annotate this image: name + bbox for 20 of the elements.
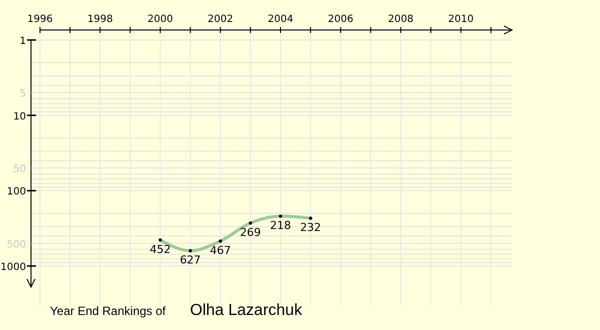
y-tick-label: 10 (13, 111, 26, 122)
x-tick-label: 1998 (87, 14, 113, 25)
data-label: 269 (240, 226, 261, 240)
x-tick-label: 2010 (448, 14, 474, 25)
data-label: 232 (300, 221, 322, 234)
y-tick-label: 1 (20, 36, 26, 47)
data-label: 467 (210, 244, 231, 258)
y-tick-label: 1000 (0, 262, 26, 273)
x-tick-label: 2006 (328, 14, 354, 25)
text: Olha Lazarchuk (190, 302, 304, 319)
x-tick-label: 2000 (148, 14, 173, 25)
data-label: 452 (150, 243, 171, 256)
data-label: 218 (270, 219, 292, 232)
x-tick-label: 2008 (388, 14, 414, 25)
data-label: 627 (180, 254, 201, 267)
x-tick-label: 1996 (27, 14, 53, 25)
text: Year End Rankings of (50, 304, 166, 318)
y-tick-label: 100 (6, 186, 26, 198)
x-tick-label: 2002 (208, 14, 234, 25)
x-tick-label: 2004 (268, 14, 294, 25)
